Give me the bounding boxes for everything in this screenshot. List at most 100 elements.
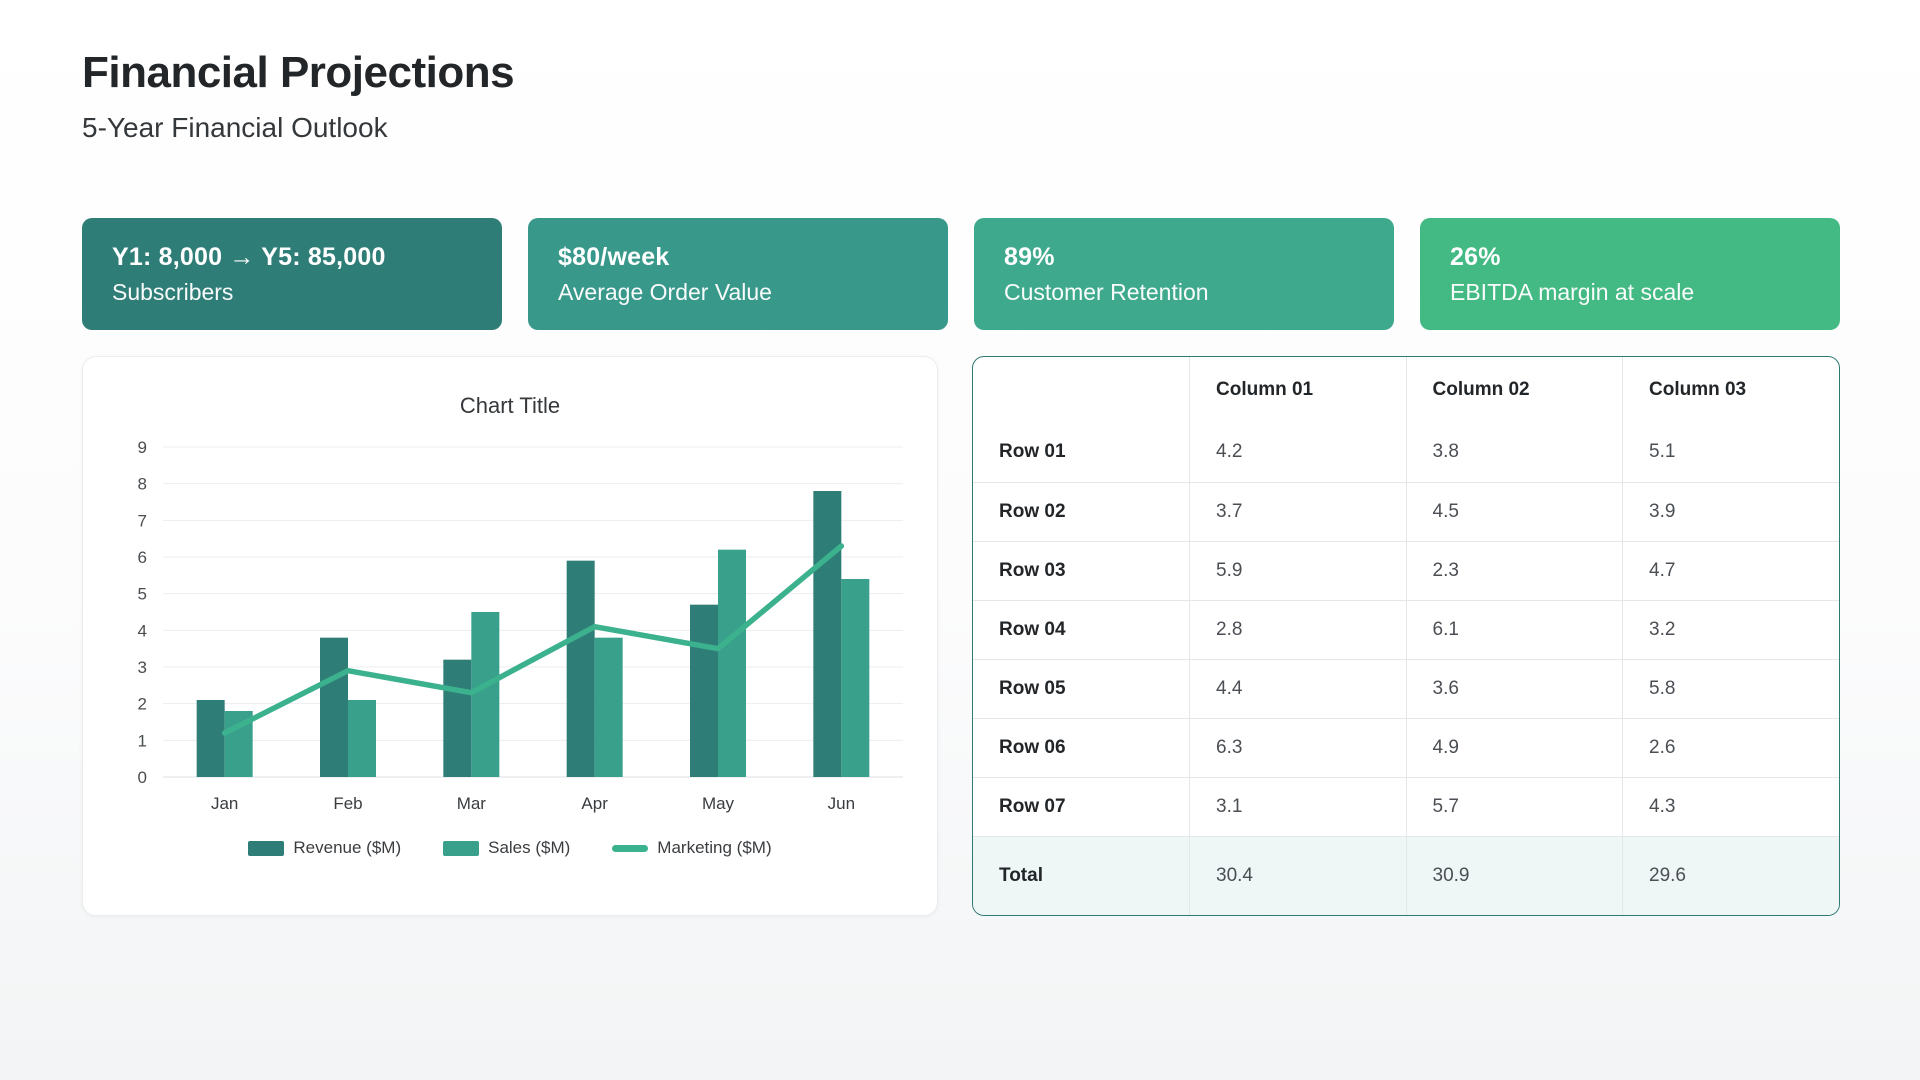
stat-card-average-order-value: $80/week Average Order Value (528, 218, 948, 330)
table-row: Row 06 6.3 4.9 2.6 (973, 718, 1839, 779)
table-header-row: Column 01 Column 02 Column 03 (973, 357, 1839, 423)
column-header (973, 357, 1190, 423)
revenue-swatch-icon (248, 840, 285, 856)
table-row: Row 04 2.8 6.1 3.2 (973, 599, 1839, 660)
table-cell: 6.1 (1405, 599, 1623, 660)
row-label: Row 02 (973, 481, 1190, 542)
y-tick-label: 7 (138, 511, 147, 530)
combo-chart: 0 1 2 3 4 5 6 7 8 9 Jan Feb Mar Apr May Jun (138, 438, 903, 813)
legend-label: Revenue ($M) (293, 838, 402, 857)
table-row: Row 05 4.4 3.6 5.8 (973, 658, 1839, 720)
bar (443, 659, 472, 777)
y-tick-label: 6 (138, 548, 147, 567)
column-header: Column 03 (1622, 357, 1839, 423)
bar (348, 700, 376, 777)
stat-label: EBITDA margin at scale (1450, 278, 1695, 305)
row-label: Row 04 (973, 599, 1190, 660)
table-cell: 3.2 (1622, 599, 1839, 660)
table-row: Row 07 3.1 5.7 4.3 (973, 777, 1839, 838)
x-axis-label: Jan (211, 794, 238, 813)
stat-value: Y1: 8,000 → Y5: 85,000 (112, 242, 386, 271)
table-cell: 4.9 (1405, 718, 1623, 779)
stat-value: $80/week (558, 242, 670, 271)
row-label: Row 05 (973, 658, 1190, 720)
table-cell: 5.1 (1622, 423, 1839, 483)
data-table-card: Column 01 Column 02 Column 03 Row 01 4.2… (972, 356, 1840, 916)
y-tick-label: 9 (138, 438, 147, 457)
table-cell: 5.7 (1405, 777, 1623, 838)
table-cell: 3.8 (1405, 423, 1623, 483)
stats-row: Y1: 8,000 → Y5: 85,000 Subscribers $80/w… (82, 218, 1840, 330)
bar (566, 560, 595, 777)
y-tick-label: 5 (138, 585, 147, 604)
table-cell: 29.6 (1622, 836, 1839, 915)
table-cell: 4.4 (1189, 658, 1407, 720)
legend-label: Sales ($M) (488, 838, 571, 857)
table-cell: 2.6 (1622, 718, 1839, 779)
row-label: Row 07 (973, 777, 1190, 838)
stat-label: Average Order Value (558, 278, 772, 305)
table-cell: 3.6 (1405, 658, 1623, 720)
y-tick-label: 4 (138, 621, 147, 640)
chart-legend: Revenue ($M) Sales ($M) Marketing ($M) (111, 838, 909, 858)
stat-value: 89% (1004, 242, 1055, 271)
table-cell: 3.1 (1189, 777, 1407, 838)
x-axis-label: Mar (457, 794, 487, 813)
bar (320, 637, 348, 777)
y-tick-label: 2 (138, 695, 147, 714)
table-cell: 30.4 (1189, 836, 1407, 915)
bar (813, 491, 842, 777)
bar (471, 612, 500, 777)
table-cell: 4.2 (1189, 423, 1407, 483)
legend-label: Marketing ($M) (657, 838, 772, 857)
table-cell: 4.3 (1622, 777, 1839, 838)
table-cell: 30.9 (1405, 836, 1623, 915)
x-axis-label: Jun (828, 794, 855, 813)
page-title: Financial Projections (82, 48, 515, 97)
stat-label: Customer Retention (1004, 278, 1209, 305)
y-tick-label: 0 (138, 768, 147, 787)
legend-item-marketing: Marketing ($M) (612, 838, 772, 858)
table-row: Row 03 5.9 2.3 4.7 (973, 540, 1839, 601)
column-header: Column 01 (1189, 357, 1407, 423)
bar (841, 579, 870, 777)
chart-card: Chart Title 0 1 2 3 4 5 6 7 8 9 Jan Feb Mar Apr May Jun… (82, 356, 938, 916)
table-cell: 2.8 (1189, 599, 1407, 660)
marketing-line (221, 543, 845, 736)
bar (196, 700, 225, 777)
legend-item-revenue: Revenue ($M) (248, 838, 401, 858)
table-cell: 3.7 (1189, 481, 1407, 542)
sales-swatch-icon (443, 840, 480, 856)
table-total-row: Total 30.4 30.9 29.6 (973, 836, 1839, 915)
row-label: Row 06 (973, 718, 1190, 779)
marketing-line-swatch-icon (612, 844, 649, 852)
chart-title: Chart Title (459, 393, 561, 418)
stat-card-ebitda-margin: 26% EBITDA margin at scale (1420, 218, 1840, 330)
stat-card-customer-retention: 89% Customer Retention (974, 218, 1394, 330)
stat-card-subscribers: Y1: 8,000 → Y5: 85,000 Subscribers (82, 218, 502, 330)
stat-value: 26% (1450, 242, 1501, 271)
table-cell: 4.5 (1405, 481, 1623, 542)
table-row: Row 02 3.7 4.5 3.9 (973, 481, 1839, 542)
main-content-row: Chart Title 0 1 2 3 4 5 6 7 8 9 Jan Feb Mar Apr May Jun… (82, 356, 1840, 916)
table-row: Row 01 4.2 3.8 5.1 (973, 423, 1839, 483)
page-subtitle: 5-Year Financial Outlook (82, 112, 388, 143)
legend-item-sales: Sales ($M) (443, 838, 570, 858)
table-cell: 3.9 (1622, 481, 1839, 542)
y-tick-label: 3 (138, 658, 147, 677)
data-table: Column 01 Column 02 Column 03 Row 01 4.2… (973, 357, 1839, 915)
stat-label: Subscribers (112, 278, 234, 305)
chart-plot-area: 0 1 2 3 4 5 6 7 8 9 Jan Feb Mar Apr May Jun (111, 429, 909, 834)
table-cell: 6.3 (1189, 718, 1407, 779)
table-cell: 4.7 (1622, 540, 1839, 601)
row-label: Total (973, 836, 1190, 915)
x-axis-label: May (702, 794, 735, 813)
x-axis-label: Feb (333, 794, 362, 813)
row-label: Row 01 (973, 423, 1190, 483)
bar (718, 549, 746, 777)
bar (594, 637, 623, 777)
table-cell: 5.8 (1622, 658, 1839, 720)
table-cell: 2.3 (1405, 540, 1623, 601)
x-axis-label: Apr (581, 794, 608, 813)
table-cell: 5.9 (1189, 540, 1407, 601)
